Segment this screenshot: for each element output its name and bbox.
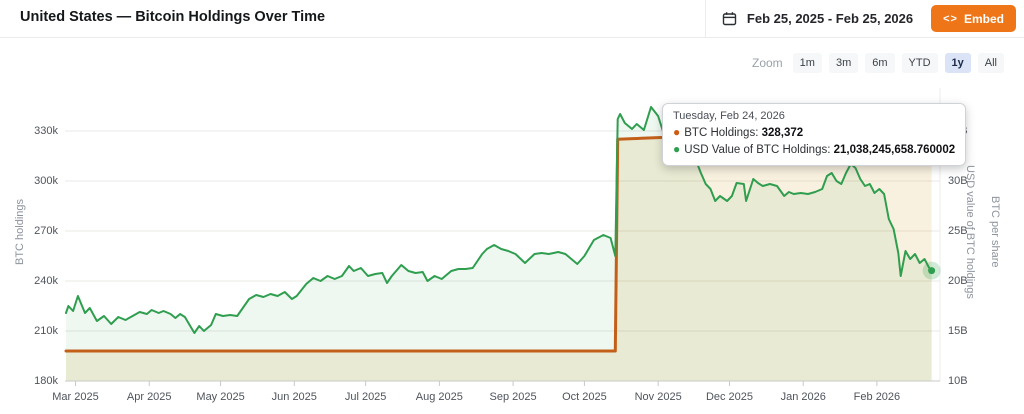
x-axis-tick-label: Oct 2025 [562, 391, 607, 403]
series-bullet-icon: ● [673, 125, 681, 139]
zoom-toolbar: Zoom 1m 3m 6m YTD 1y All [752, 53, 1004, 73]
range-button-6m[interactable]: 6m [865, 53, 895, 73]
y-axis-tick-label-right: 15B [948, 325, 968, 337]
x-axis-tick-label: Apr 2025 [126, 391, 172, 403]
date-range-picker[interactable]: Feb 25, 2025 - Feb 25, 2026 [746, 11, 914, 26]
y-axis-tick-label-right: 10B [948, 375, 968, 387]
page-title: United States — Bitcoin Holdings Over Ti… [20, 9, 326, 25]
range-button-all[interactable]: All [977, 53, 1004, 73]
y-axis-tick-label-left: 300k [34, 175, 58, 187]
tooltip-row-usd: ● USD Value of BTC Holdings: 21,038,245,6… [673, 142, 956, 156]
tooltip-value: 328,372 [761, 127, 804, 139]
calendar-icon [722, 11, 737, 26]
series-bullet-icon: ● [673, 142, 681, 156]
x-axis-tick-label: Dec 2025 [705, 391, 754, 403]
code-icon: <> [943, 12, 958, 25]
embed-button-label: Embed [963, 11, 1004, 26]
tooltip-label: USD Value of BTC Holdings [684, 144, 828, 156]
y-axis-tick-label-left: 330k [34, 125, 58, 137]
series-area [66, 107, 932, 381]
tooltip-label: BTC Holdings [684, 127, 756, 139]
range-button-1m[interactable]: 1m [792, 53, 822, 73]
y-axis-tick-label-left: 270k [34, 225, 58, 237]
y-axis-tick-label-right: 30B [948, 175, 968, 187]
x-axis-tick-label: Nov 2025 [634, 391, 682, 403]
y-axis-tick-label-right: 25B [948, 225, 968, 237]
series-area [66, 133, 932, 381]
x-axis-tick-label: May 2025 [196, 391, 245, 403]
tooltip-date: Tuesday, Feb 24, 2026 [673, 110, 785, 122]
tooltip-row-btc: ● BTC Holdings: 328,372 [673, 125, 804, 139]
x-axis-tick-label: Jul 2025 [344, 391, 387, 403]
y-axis-tick-label-left: 180k [34, 375, 58, 387]
series-end-marker[interactable] [928, 267, 936, 275]
x-axis-tick-label: Mar 2025 [52, 391, 99, 403]
x-axis-tick-label: Sep 2025 [489, 391, 537, 403]
chart-tooltip: Tuesday, Feb 24, 2026 ● BTC Holdings: 328… [662, 103, 967, 166]
range-button-1y[interactable]: 1y [944, 53, 971, 73]
zoom-label: Zoom [751, 56, 783, 70]
range-button-ytd[interactable]: YTD [901, 53, 938, 73]
x-axis-tick-label: Aug 2025 [415, 391, 463, 403]
header-bar: United States — Bitcoin Holdings Over Ti… [0, 0, 1024, 38]
y-axis-tick-label-right: 20B [948, 275, 968, 287]
tooltip-value: 21,038,245,658.760002 [833, 144, 956, 156]
right-axis-title-2: BTC per share [989, 196, 1001, 268]
series-line[interactable] [65, 106, 933, 334]
x-axis-tick-label: Jun 2025 [271, 391, 317, 403]
y-axis-tick-label-left: 240k [34, 275, 58, 287]
x-axis-tick-label: Jan 2026 [780, 391, 826, 403]
x-axis-tick-label: Feb 2026 [853, 391, 901, 403]
header-divider [704, 0, 706, 37]
range-button-3m[interactable]: 3m [828, 53, 859, 73]
embed-button[interactable]: <> Embed [931, 5, 1016, 32]
y-axis-tick-label-left: 210k [34, 325, 58, 337]
right-axis-title: USD value of BTC holdings [964, 165, 976, 299]
